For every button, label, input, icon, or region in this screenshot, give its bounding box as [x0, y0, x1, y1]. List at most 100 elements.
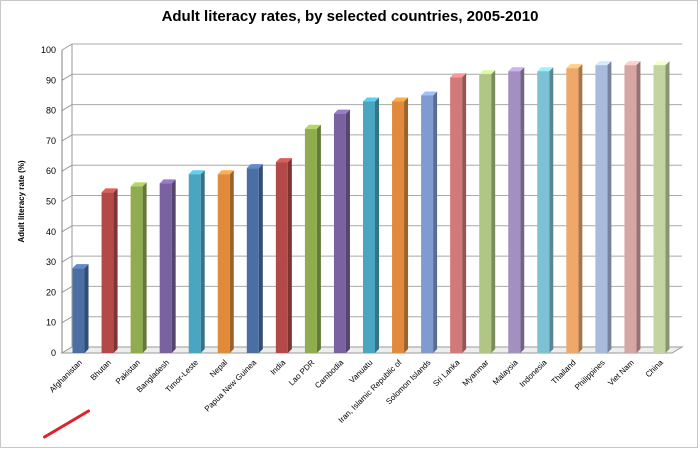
- gridline-diagonal: [61, 73, 73, 81]
- bar-side: [113, 188, 118, 353]
- gridline-diagonal: [61, 164, 73, 172]
- bar-top: [653, 61, 670, 66]
- bar-top: [508, 67, 525, 72]
- bar-top: [392, 97, 409, 102]
- bar-top: [159, 179, 176, 184]
- bar: [130, 186, 143, 353]
- x-tick-label: Viet Nam: [606, 358, 636, 388]
- bar: [246, 168, 259, 353]
- bar-top: [304, 124, 321, 129]
- bar-side: [171, 179, 176, 353]
- bar-side: [491, 70, 496, 354]
- gridline-diagonal: [61, 285, 73, 293]
- bar-top: [246, 164, 263, 169]
- bar: [508, 71, 521, 354]
- bar-top: [566, 64, 583, 69]
- x-tick-label: Papua New Guinea: [203, 358, 259, 414]
- gridline-diagonal: [61, 225, 73, 233]
- bar-side: [258, 164, 263, 353]
- bar: [653, 65, 666, 354]
- bar-side: [636, 61, 641, 354]
- bar-top: [72, 264, 89, 269]
- x-tick-label: Lao PDR: [287, 358, 316, 387]
- x-tick-label: Cambodia: [313, 358, 346, 391]
- y-tick-label: 90: [46, 75, 56, 85]
- bar-top: [421, 91, 438, 96]
- bar-top: [101, 188, 118, 193]
- gridline-diagonal: [61, 43, 73, 51]
- bar-side: [200, 170, 205, 353]
- gridline-diagonal: [61, 316, 73, 324]
- bar-side: [549, 67, 554, 354]
- x-tick-label: Pakistan: [114, 358, 142, 386]
- x-tick-label: Sri Lanka: [431, 358, 462, 389]
- x-tick-label: Malaysia: [491, 358, 520, 387]
- bar-side: [433, 91, 438, 353]
- bar: [392, 101, 405, 353]
- x-tick-label: Myanmar: [461, 358, 491, 388]
- bar: [450, 77, 463, 354]
- y-tick-label: 10: [46, 318, 56, 328]
- y-tick-label: 30: [46, 257, 56, 267]
- x-tick-label: Vanuatu: [347, 358, 374, 385]
- bar-side: [229, 170, 234, 353]
- bar-side: [84, 264, 89, 353]
- bar: [333, 113, 346, 353]
- x-tick-label: Indonesia: [518, 358, 549, 389]
- x-tick-label: Afghanistan: [48, 358, 84, 394]
- y-tick-label: 0: [51, 348, 56, 358]
- highlight-underline: [43, 409, 91, 439]
- bar: [159, 183, 172, 353]
- bar: [566, 68, 579, 354]
- gridline-diagonal: [61, 255, 73, 263]
- bar-top: [188, 170, 205, 175]
- y-tick-label: 60: [46, 166, 56, 176]
- bar-top: [275, 158, 292, 163]
- bar: [537, 71, 550, 354]
- x-tick-label: Bhutan: [89, 358, 113, 382]
- bar-top: [363, 97, 379, 102]
- bar-side: [287, 158, 292, 353]
- bar-side: [404, 97, 409, 353]
- bar-side: [142, 182, 147, 353]
- bar-side: [345, 109, 350, 353]
- bar-side: [520, 67, 525, 354]
- bar: [101, 192, 114, 353]
- bar-top: [537, 67, 554, 72]
- bar: [188, 174, 201, 353]
- bar: [421, 95, 434, 353]
- x-tick-label: Thailand: [550, 358, 578, 386]
- bar: [479, 74, 492, 354]
- chart-title: Adult literacy rates, by selected countr…: [161, 8, 539, 25]
- bar-top: [624, 61, 641, 66]
- bar: [275, 162, 288, 353]
- x-tick-label: India: [269, 358, 288, 377]
- bar-side: [578, 64, 583, 354]
- y-tick-label: 50: [46, 197, 56, 207]
- y-tick-label: 80: [46, 106, 56, 116]
- bar-side: [316, 124, 321, 353]
- bar-top: [217, 170, 234, 175]
- gridline-diagonal: [61, 104, 73, 112]
- bar-top: [595, 61, 612, 66]
- y-tick-label: 100: [41, 45, 56, 55]
- bar-side: [665, 61, 670, 354]
- bar: [72, 268, 85, 353]
- y-tick-label: 40: [46, 227, 56, 237]
- bar: [304, 128, 317, 353]
- bar-top: [130, 182, 147, 187]
- bar-side: [462, 73, 467, 354]
- bar: [217, 174, 230, 353]
- gridline-diagonal: [61, 134, 73, 142]
- bar-side: [607, 61, 612, 354]
- x-tick-label: Nepal: [208, 358, 229, 379]
- bar-side: [375, 97, 379, 353]
- x-tick-label: Philippines: [573, 358, 607, 392]
- bar: [595, 65, 608, 354]
- gridline-diagonal: [61, 195, 73, 202]
- bar-top: [450, 73, 467, 78]
- y-tick-label: 20: [46, 287, 56, 297]
- y-axis-title: Adult literacy rate (%): [17, 160, 26, 243]
- bar: [363, 101, 375, 353]
